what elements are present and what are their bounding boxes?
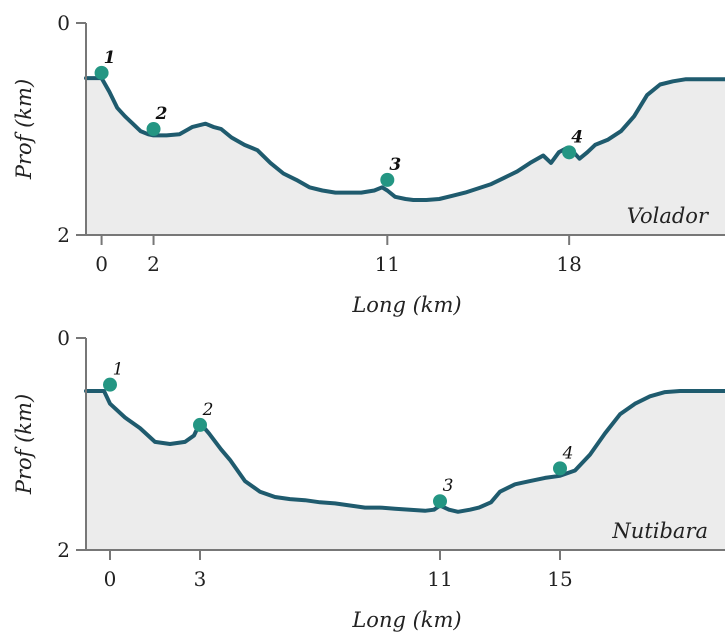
y-tick-label: 2 [57, 538, 70, 562]
x-tick-label: 0 [104, 567, 117, 591]
sample-point-label: 1 [104, 48, 116, 68]
profile-line [84, 389, 725, 514]
y-tick-label: 0 [57, 11, 70, 35]
sample-point-label: 1 [113, 360, 124, 380]
x-tick-label: 18 [556, 252, 581, 276]
sample-point-label: 3 [443, 476, 454, 496]
y-tick-label: 0 [57, 326, 70, 350]
panel-name: Nutibara [611, 519, 708, 543]
sample-point-marker [380, 172, 395, 187]
x-axis-title: Long (km) [351, 608, 461, 632]
sample-point-marker [553, 461, 567, 476]
x-tick-label: 2 [147, 252, 160, 276]
sample-point-label: 2 [202, 400, 214, 420]
x-tick-label: 15 [547, 567, 572, 591]
x-tick-label: 11 [427, 567, 452, 591]
sample-point-marker [103, 377, 117, 392]
x-tick-label: 3 [194, 567, 207, 591]
sample-point-marker [193, 417, 207, 432]
sample-point-marker [94, 65, 109, 80]
nutibara-panel: 0 2 0 3 11 15 Long (km) Prof (km) Nutibara 1 2 3 4 [12, 326, 725, 632]
x-tick-label: 0 [95, 252, 108, 276]
profile-area [86, 78, 725, 235]
sample-point-marker [433, 494, 447, 509]
sample-point-marker [562, 145, 577, 160]
y-axis-title: Prof (km) [12, 394, 36, 495]
x-tick-label: 11 [375, 252, 400, 276]
y-axis-title: Prof (km) [12, 79, 36, 180]
sample-point-marker [146, 122, 161, 136]
profile-line [84, 76, 725, 202]
sample-point-label: 4 [562, 443, 574, 463]
volador-panel: 0 2 0 2 11 18 Long (km) Prof (km) Volador 1 2 3 4 [12, 11, 725, 317]
x-axis-title: Long (km) [351, 293, 461, 317]
profile-area [86, 391, 725, 550]
y-tick-label: 2 [57, 223, 70, 247]
sample-point-label: 4 [571, 127, 583, 147]
sample-point-label: 2 [155, 104, 168, 124]
panel-name: Volador [627, 204, 710, 228]
sample-point-label: 3 [389, 155, 401, 175]
